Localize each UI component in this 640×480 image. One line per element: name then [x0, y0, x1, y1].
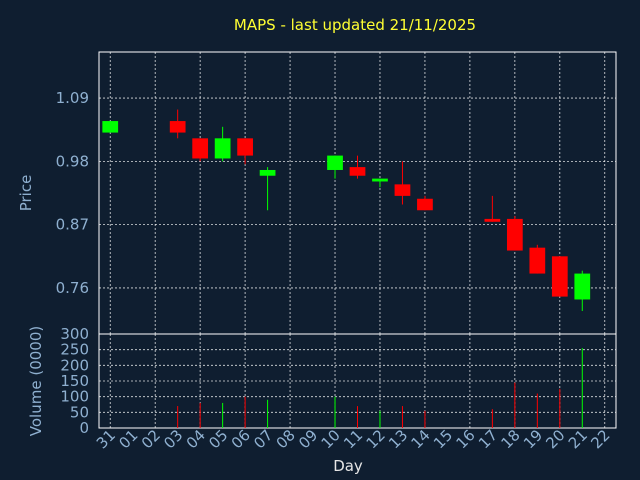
price-axis-label: Price [17, 175, 35, 212]
price-y-ticks: 0.76 0.87 0.98 1.09 [56, 89, 89, 297]
x-axis-label: Day [333, 457, 363, 475]
candle-body-14 [417, 198, 433, 211]
candle-body-10 [327, 155, 343, 170]
price-tick-label: 0.98 [56, 152, 89, 170]
volume-tick-label: 150 [60, 372, 89, 390]
volume-bars [177, 348, 583, 428]
candle-body-07 [259, 169, 276, 176]
candle-body-04 [192, 138, 209, 159]
candle-body-13 [394, 184, 411, 196]
candle-body-20 [551, 256, 568, 297]
price-plot-area [98, 51, 617, 335]
volume-tick-label: 50 [70, 403, 89, 421]
volume-tick-label: 250 [60, 341, 89, 359]
candle-body-21 [574, 273, 591, 300]
volume-tick-label: 200 [60, 356, 89, 374]
chart-title: MAPS - last updated 21/11/2025 [234, 16, 476, 34]
candle-body-11 [349, 167, 366, 176]
price-tick-label: 0.76 [56, 279, 89, 297]
price-tick-label: 0.87 [56, 216, 89, 234]
candle-body-03 [169, 121, 186, 133]
volume-tick-label: 0 [79, 419, 89, 437]
candle-body-17 [484, 218, 501, 222]
x-ticks: 3101020304050607080910111213141516171819… [93, 426, 614, 452]
candle-body-19 [529, 247, 546, 274]
price-grid [99, 52, 616, 334]
candle-body-31 [102, 121, 119, 133]
x-tick-label: 22 [587, 426, 613, 452]
price-tick-label: 1.09 [56, 89, 89, 107]
volume-axis-label: Volume (0000) [27, 326, 45, 436]
candle-body-12 [372, 178, 388, 182]
candle-body-18 [506, 218, 523, 251]
candle-body-06 [237, 138, 253, 156]
candle-body-05 [214, 138, 231, 159]
volume-tick-label: 300 [60, 325, 89, 343]
volume-tick-label: 100 [60, 388, 89, 406]
candles [102, 109, 591, 311]
